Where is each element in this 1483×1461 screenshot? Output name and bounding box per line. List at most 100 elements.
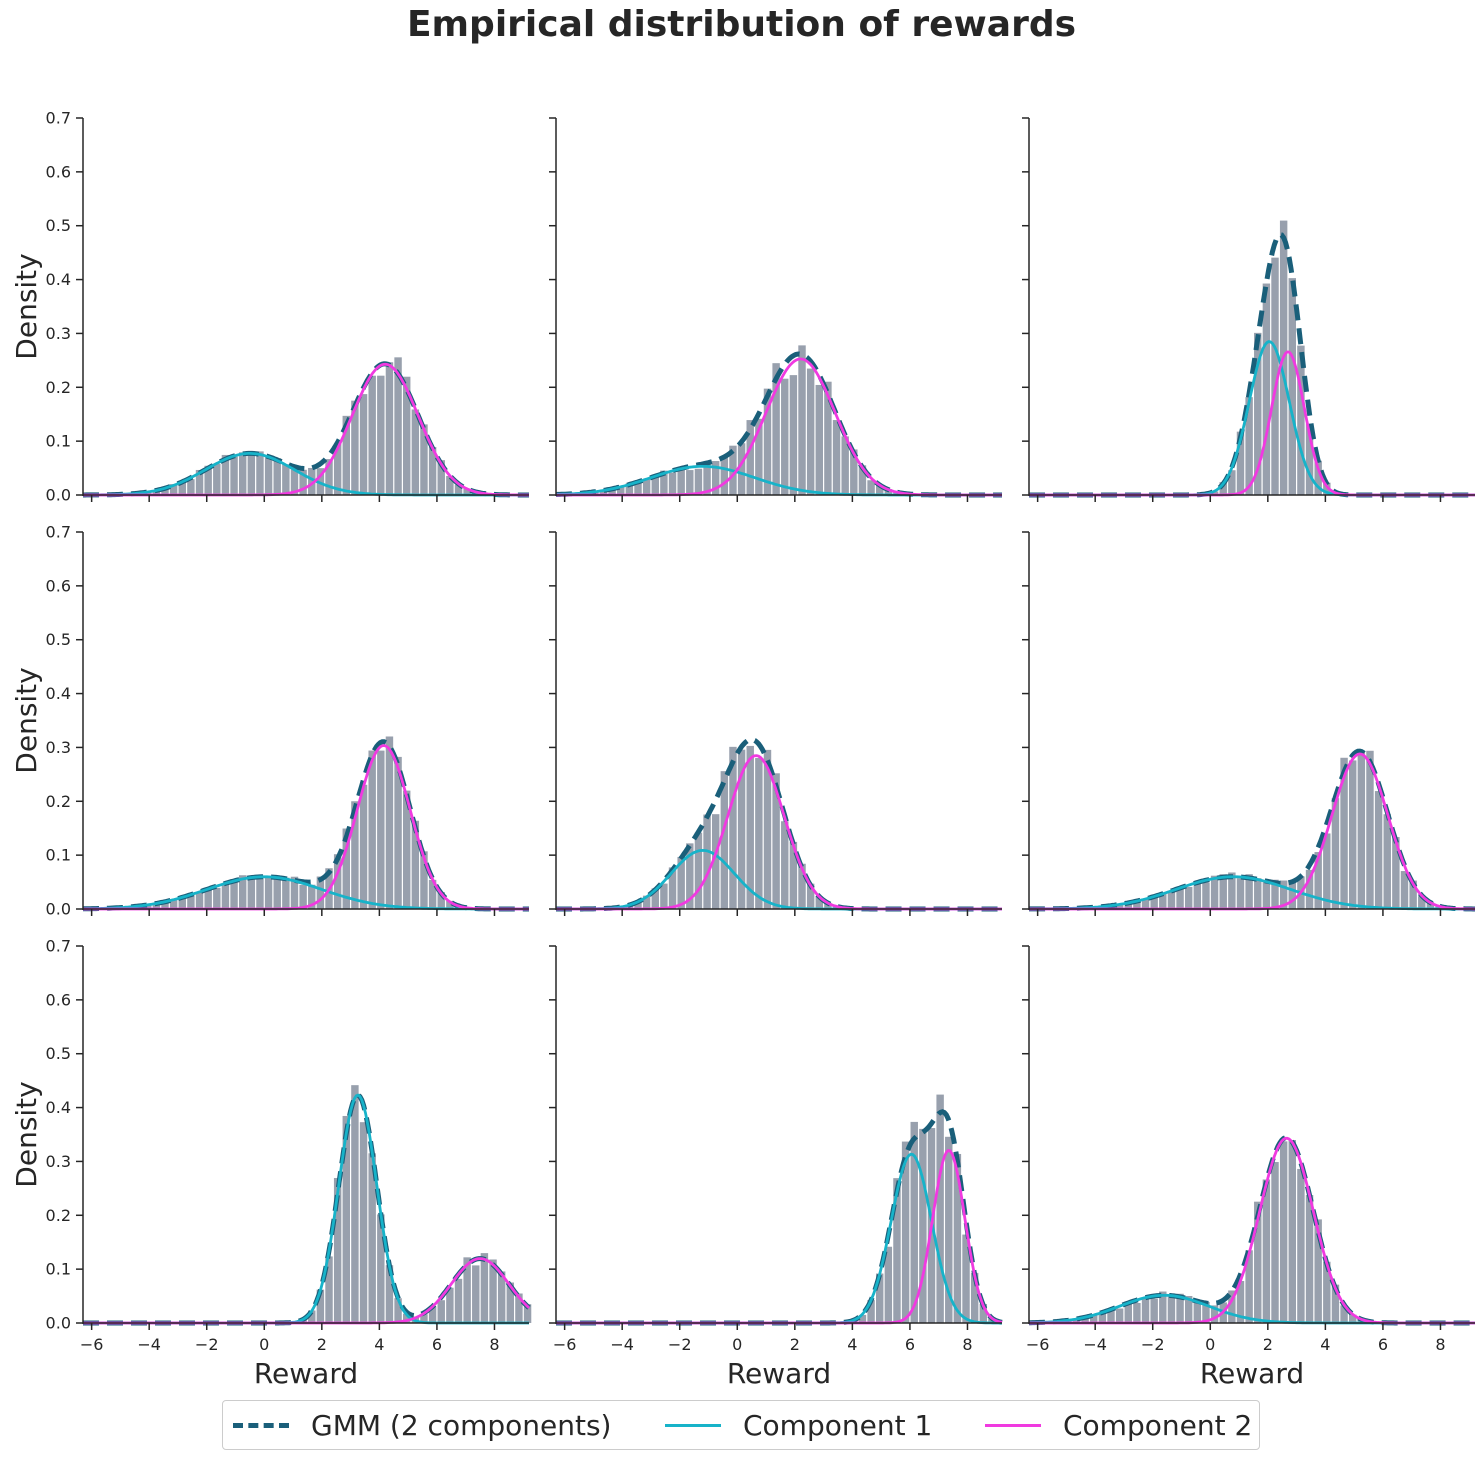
- histogram-bar: [195, 891, 204, 909]
- histogram-bar: [1279, 880, 1288, 909]
- x-tick-label: 2: [1263, 1335, 1273, 1354]
- histogram-bar: [282, 464, 290, 495]
- histogram-bar: [824, 381, 832, 495]
- x-tick-label: 8: [962, 1335, 972, 1354]
- histogram-bar: [428, 1306, 437, 1323]
- histogram-bar: [1167, 1296, 1176, 1323]
- histogram-bar: [1210, 491, 1219, 495]
- x-axis-label: Reward: [254, 1357, 358, 1390]
- histogram-bar: [472, 1265, 480, 1323]
- x-axis-label: Reward: [727, 1357, 831, 1390]
- histogram-bar: [1418, 896, 1426, 909]
- histogram-bar: [711, 461, 720, 495]
- histogram-bar: [1288, 278, 1296, 495]
- histogram-bar: [1383, 814, 1391, 909]
- histogram-bar: [1348, 760, 1357, 909]
- y-tick-label: 0.5: [46, 1044, 71, 1063]
- histogram-bar: [308, 884, 316, 909]
- histogram-bar: [763, 749, 772, 909]
- x-tick-label: 0: [1205, 1335, 1215, 1354]
- histogram-bar: [651, 475, 659, 495]
- panel-3: [1022, 117, 1475, 502]
- histogram-bar: [1228, 470, 1236, 495]
- histogram-bar: [169, 900, 178, 909]
- histogram-bar: [402, 790, 411, 909]
- histogram-bar: [1340, 1305, 1348, 1323]
- histogram-bar: [1323, 482, 1331, 495]
- y-tick-label: 0.1: [46, 432, 71, 451]
- y-tick-label: 0.7: [46, 937, 71, 956]
- histogram-bar: [1357, 751, 1366, 909]
- histogram-bar: [1219, 482, 1227, 495]
- x-tick-label: 6: [1378, 1335, 1388, 1354]
- histogram-bar: [290, 469, 299, 495]
- histogram-bar: [677, 856, 685, 909]
- histogram-bar: [1150, 1298, 1158, 1323]
- histogram-bar: [437, 892, 445, 909]
- histogram-bar: [299, 884, 307, 909]
- histogram-bar: [316, 876, 325, 909]
- histogram-bar: [1245, 397, 1253, 495]
- histogram-bar: [1184, 886, 1193, 909]
- y-tick-label: 0.6: [46, 990, 71, 1009]
- histogram-bar: [446, 475, 454, 495]
- histogram-bar: [1236, 878, 1245, 909]
- histogram-bar: [230, 456, 238, 495]
- histogram-bar: [333, 443, 342, 495]
- histogram-bar: [377, 750, 385, 909]
- histogram-bar: [815, 896, 823, 909]
- histogram-bar: [737, 749, 746, 909]
- histogram-bar: [694, 468, 703, 495]
- legend-swatch-component-2: [985, 1423, 1041, 1427]
- histogram-bar: [463, 1257, 471, 1323]
- histogram-bar: [506, 1282, 515, 1323]
- histogram-bar: [221, 884, 230, 909]
- histogram-bar: [936, 1094, 944, 1323]
- histogram-bar: [161, 902, 169, 909]
- histogram-bar: [359, 1122, 368, 1323]
- histogram-bar: [617, 486, 625, 495]
- histogram-bar: [377, 1214, 385, 1323]
- histogram-bar: [1262, 881, 1271, 909]
- x-tick-label: −2: [668, 1335, 692, 1354]
- histogram-bar: [187, 894, 195, 909]
- x-tick-label: 6: [432, 1335, 442, 1354]
- panel-7: 0.0 0.1 0.2 0.3 0.4 0.5 0.6 0.7 −6 −4 −2 0 2 4 6 8 Densi…: [10, 937, 532, 1390]
- legend-item-gmm: GMM (2 components): [233, 1401, 611, 1449]
- histogram-bar: [377, 375, 385, 495]
- histogram-bar: [247, 455, 256, 495]
- histogram-bar: [161, 488, 169, 495]
- panel-4: 0.0 0.1 0.2 0.3 0.4 0.5 0.6 0.7 Density: [10, 523, 529, 919]
- y-tick-label: 0.2: [46, 792, 71, 811]
- histogram-bar: [420, 851, 428, 909]
- histogram-bar: [1228, 1290, 1236, 1323]
- y-tick-label: 0.0: [46, 1314, 71, 1333]
- histogram-bar: [204, 887, 212, 909]
- y-tick-label: 0.0: [46, 486, 71, 505]
- histogram-bar: [359, 784, 368, 909]
- y-tick-label: 0.2: [46, 378, 71, 397]
- histogram-bar: [1124, 902, 1132, 909]
- panel-2: [549, 117, 1002, 502]
- histogram-bar: [729, 746, 737, 909]
- histogram-bar: [342, 828, 350, 909]
- histogram-bar: [169, 484, 178, 495]
- histogram-bar: [1236, 431, 1245, 495]
- histogram-bar: [634, 901, 642, 909]
- y-axis-label: Density: [10, 253, 43, 359]
- histogram-bar: [815, 384, 823, 495]
- histogram-bar: [402, 1313, 411, 1323]
- histogram-bar: [875, 1273, 884, 1323]
- histogram-bar: [1297, 1168, 1305, 1323]
- histogram-bar: [1167, 890, 1176, 909]
- histogram-bar: [1124, 1303, 1132, 1323]
- y-tick-label: 0.2: [46, 1206, 71, 1225]
- histogram-bar: [686, 843, 694, 909]
- histogram-bar: [755, 418, 763, 495]
- histogram-bar: [394, 357, 402, 495]
- histogram-bar: [273, 878, 281, 909]
- x-tick-label: −6: [553, 1335, 577, 1354]
- histogram-bar: [523, 1304, 532, 1323]
- histogram-bar: [1288, 882, 1296, 909]
- histogram-bar: [884, 1246, 893, 1323]
